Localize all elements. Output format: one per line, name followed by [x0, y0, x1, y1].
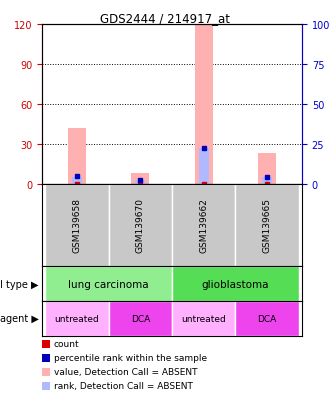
Bar — [45, 266, 172, 301]
Bar — [262, 178, 272, 185]
Bar — [235, 301, 299, 336]
Bar — [235, 185, 299, 266]
Text: rank, Detection Call = ABSENT: rank, Detection Call = ABSENT — [54, 382, 193, 391]
Bar — [109, 301, 172, 336]
Text: percentile rank within the sample: percentile rank within the sample — [54, 354, 207, 363]
Bar — [258, 154, 276, 185]
Text: glioblastoma: glioblastoma — [202, 279, 269, 289]
Text: GSM139665: GSM139665 — [263, 198, 272, 253]
Text: DCA: DCA — [131, 314, 150, 323]
Bar — [72, 178, 82, 185]
Text: GDS2444 / 214917_at: GDS2444 / 214917_at — [100, 12, 230, 25]
Bar — [45, 301, 109, 336]
Text: count: count — [54, 339, 80, 349]
Text: GSM139670: GSM139670 — [136, 198, 145, 253]
Bar — [131, 174, 149, 185]
Bar — [195, 25, 213, 185]
Text: value, Detection Call = ABSENT: value, Detection Call = ABSENT — [54, 368, 197, 377]
Bar — [135, 180, 145, 185]
Text: agent ▶: agent ▶ — [0, 314, 39, 324]
Bar — [172, 185, 235, 266]
Text: untreated: untreated — [54, 314, 99, 323]
Text: GSM139662: GSM139662 — [199, 198, 208, 253]
Bar — [172, 301, 235, 336]
Bar — [172, 266, 299, 301]
Bar — [199, 149, 209, 185]
Text: DCA: DCA — [257, 314, 277, 323]
Bar — [109, 185, 172, 266]
Text: lung carcinoma: lung carcinoma — [68, 279, 149, 289]
Bar — [45, 185, 109, 266]
Text: untreated: untreated — [181, 314, 226, 323]
Text: GSM139658: GSM139658 — [72, 198, 82, 253]
Bar — [68, 129, 86, 185]
Text: cell type ▶: cell type ▶ — [0, 279, 39, 289]
